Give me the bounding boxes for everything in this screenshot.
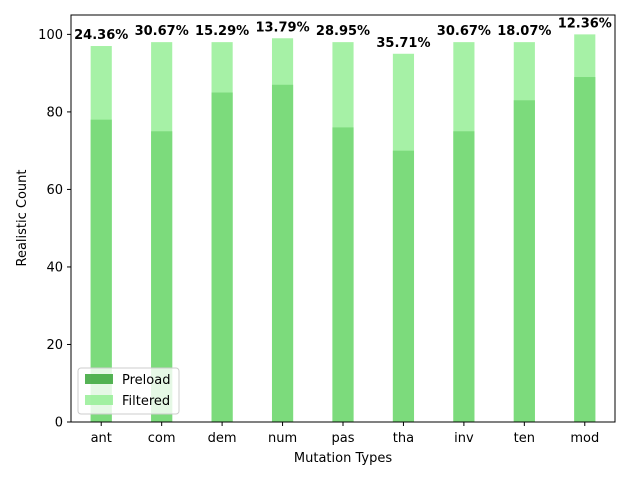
legend-label-preload: Preload bbox=[122, 373, 170, 388]
y-tick-label-40: 40 bbox=[46, 260, 63, 275]
y-axis-label: Realistic Count bbox=[15, 169, 30, 266]
x-tick-label-com: com bbox=[148, 431, 176, 446]
x-axis-label: Mutation Types bbox=[294, 451, 392, 466]
preload-bars bbox=[90, 77, 596, 423]
bar-preload-ant bbox=[90, 119, 112, 423]
bar-preload-pas bbox=[332, 127, 354, 423]
data-label-mod: 12.36% bbox=[558, 16, 612, 31]
legend-swatch-filtered bbox=[85, 395, 113, 405]
bar-preload-tha bbox=[392, 150, 415, 422]
data-label-dem: 15.29% bbox=[195, 24, 249, 39]
y-tick-label-100: 100 bbox=[38, 28, 63, 43]
data-label-inv: 30.67% bbox=[437, 24, 491, 39]
y-tick-label-60: 60 bbox=[46, 183, 63, 198]
y-tick-label-20: 20 bbox=[46, 338, 63, 353]
x-tick-label-pas: pas bbox=[332, 431, 355, 446]
bar-preload-dem bbox=[211, 92, 233, 423]
data-label-com: 30.67% bbox=[135, 24, 189, 39]
legend-label-filtered: Filtered bbox=[122, 394, 170, 409]
x-tick-label-mod: mod bbox=[570, 431, 599, 446]
data-label-pas: 28.95% bbox=[316, 24, 370, 39]
x-tick-label-inv: inv bbox=[454, 431, 474, 446]
data-label-num: 13.79% bbox=[255, 20, 309, 35]
x-tick-label-ant: ant bbox=[91, 431, 112, 446]
y-tick-label-80: 80 bbox=[46, 105, 63, 120]
data-label-ant: 24.36% bbox=[74, 28, 128, 43]
bar-preload-inv bbox=[453, 131, 475, 423]
x-tick-label-tha: tha bbox=[393, 431, 414, 446]
bar-preload-ten bbox=[513, 100, 535, 423]
data-label-tha: 35.71% bbox=[376, 36, 430, 51]
data-label-ten: 18.07% bbox=[497, 24, 551, 39]
x-tick-label-ten: ten bbox=[514, 431, 535, 446]
legend: Preload Filtered bbox=[77, 367, 180, 415]
x-tick-label-num: num bbox=[268, 431, 297, 446]
legend-swatch-preload bbox=[85, 374, 113, 384]
y-axis: 0 20 40 60 80 100 bbox=[38, 28, 71, 431]
y-tick-label-0: 0 bbox=[55, 416, 63, 431]
bar-preload-mod bbox=[574, 77, 596, 423]
bar-preload-com bbox=[151, 131, 173, 423]
x-axis: ant com dem num pas tha inv ten mod bbox=[91, 422, 599, 446]
data-labels: 24.36% 30.67% 15.29% 13.79% 28.95% 35.71% 30.6… bbox=[74, 16, 612, 50]
bar-preload-num bbox=[271, 84, 294, 423]
x-tick-label-dem: dem bbox=[208, 431, 237, 446]
